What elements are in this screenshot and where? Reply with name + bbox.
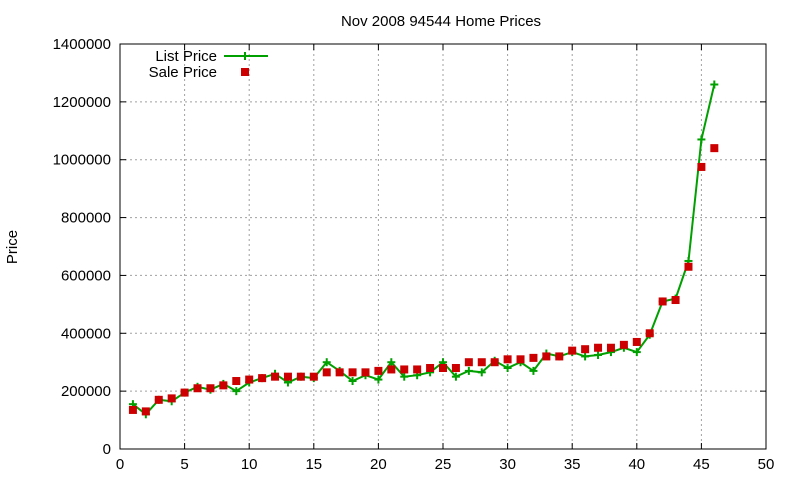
list-price-point [594,350,603,359]
sale-price-point [296,372,305,381]
sale-price-point [180,388,189,397]
x-tick-label: 30 [499,456,516,473]
legend-sale-price-marker [241,68,249,76]
y-tick-label: 1200000 [53,94,111,111]
sale-price-point [335,368,344,377]
sale-price-point [167,394,176,403]
sale-price-point [387,365,396,374]
sale-price-point [348,368,357,377]
sale-price-point [503,355,512,364]
list-price-point [464,366,473,375]
sale-price-point [451,364,460,372]
sale-price-point [374,366,383,375]
sale-price-point [671,296,680,305]
list-price-point [374,375,383,384]
sale-price-point [490,358,499,367]
sale-price-point [697,162,706,171]
sale-price-point [516,355,525,364]
sale-price-point [542,352,551,361]
sale-price-point [141,407,150,416]
sale-price-point [400,365,409,374]
y-tick-label: 400000 [61,325,111,342]
sale-price-point [645,329,654,338]
list-price-line [132,84,716,416]
list-price-point [632,348,641,357]
sale-price-point [361,368,370,377]
sale-price-point [684,262,693,271]
list-price-point [529,366,538,375]
legend: List Price Sale Price [149,48,268,81]
sale-price-point [710,144,719,153]
sale-price-point [658,297,667,306]
sale-price-point [594,343,603,352]
sale-price-point [128,405,137,414]
list-price-point [581,352,590,361]
list-price-point [400,372,409,381]
sale-price-point [206,384,215,393]
legend-label-list-price: List Price [155,48,217,65]
x-tick-label: 35 [564,456,581,473]
sale-price-point [193,384,202,393]
sale-price-point [271,372,280,381]
x-tick-label: 40 [628,456,645,473]
list-price-point [710,80,719,89]
sale-price-point [309,372,318,381]
list-price-point [387,358,396,367]
list-price-point [322,358,331,367]
x-tick-label: 5 [180,456,188,473]
grid-layer [120,44,766,449]
y-tick-label: 1000000 [53,152,111,169]
sale-price-point [632,337,641,346]
y-tick-label: 800000 [61,210,111,227]
sale-price-point [232,377,241,386]
sale-price-point [283,372,292,381]
y-tick-label: 600000 [61,267,111,284]
y-tick-label: 1400000 [53,36,111,53]
sale-price-point [555,352,564,361]
x-tick-label: 15 [305,456,322,473]
y-axis-label: Price [4,230,21,264]
x-tick-label: 50 [758,456,775,473]
tick-layer: 0 5 10 15 20 25 30 35 40 45 50 0 200000 400000 600000 8… [53,36,775,473]
sale-price-point [426,364,435,372]
list-price-point [477,368,486,377]
x-tick-label: 25 [435,456,452,473]
sale-price-point [219,381,228,390]
sale-price-point [154,395,163,404]
sale-price-point [619,340,628,349]
x-tick-label: 10 [241,456,258,473]
sale-price-point [439,364,447,372]
y-tick-label: 0 [103,441,111,458]
sale-price-point [245,375,254,384]
sale-price-point [464,358,473,367]
sale-price-point [606,343,615,352]
list-price-point [697,135,706,144]
list-price-point [232,387,241,396]
x-tick-label: 20 [370,456,387,473]
list-price-point [348,377,357,386]
x-tick-label: 45 [693,456,710,473]
sale-price-point [413,365,422,374]
sale-price-point [581,345,590,354]
x-tick-label: 0 [116,456,124,473]
legend-label-sale-price: Sale Price [149,64,217,81]
sale-price-point [322,368,331,377]
sale-price-point [529,353,538,362]
list-price-point [451,372,460,381]
sale-price-point [477,358,486,367]
list-price-point [503,364,512,372]
sale-price-point [258,374,267,383]
chart-title: Nov 2008 94544 Home Prices [341,13,541,30]
series-layer [128,80,719,419]
y-tick-label: 200000 [61,383,111,400]
sale-price-point [568,346,577,355]
